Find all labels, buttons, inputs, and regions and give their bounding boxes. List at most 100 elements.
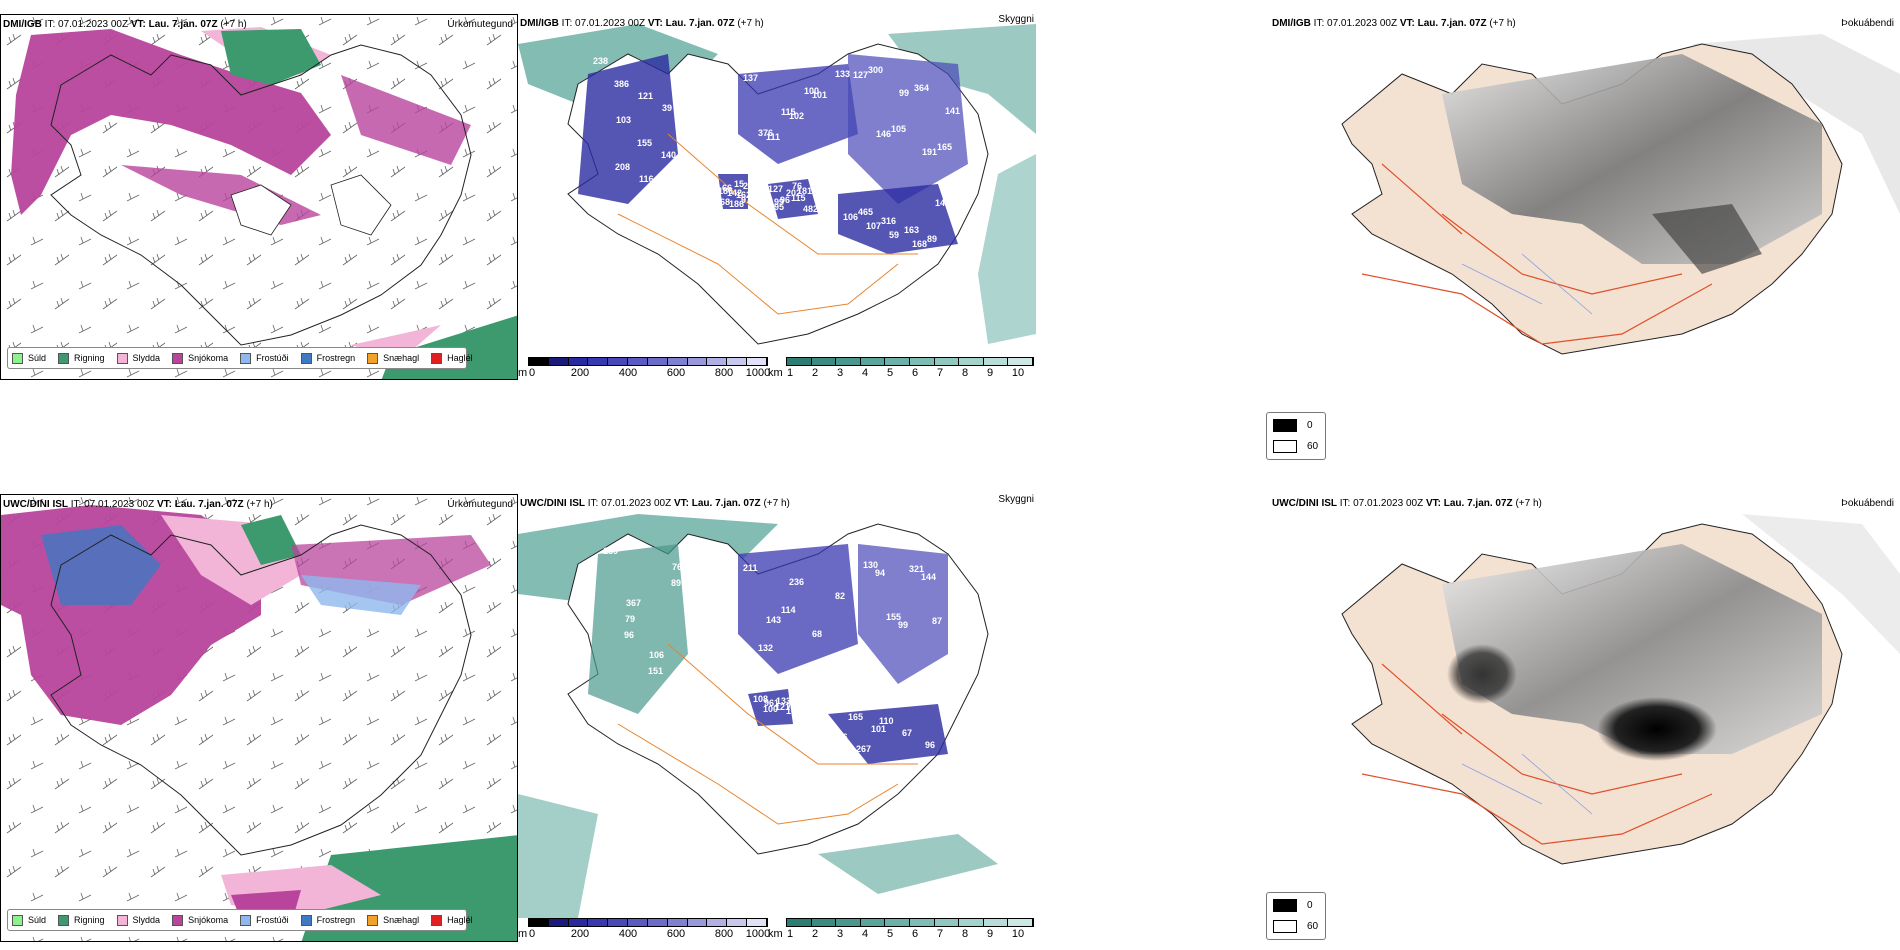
ceiling-label: 127 — [853, 70, 868, 80]
ceiling-label: 175 — [786, 706, 801, 716]
ceiling-label: 482 — [803, 204, 818, 214]
ceiling-label: 961 — [764, 698, 779, 708]
ceiling-label: 97 — [741, 195, 751, 205]
visibility-panel-top: 238 137 127 106 127 186 103 111 146 107 115 97 116 10… — [518, 14, 1036, 380]
ceiling-label: 67 — [902, 728, 912, 738]
fog-title-bottom: Þokuábendi — [1841, 498, 1894, 509]
it-value: 07.01.2023 00Z — [575, 18, 646, 29]
ceiling-colorbar-segments — [528, 357, 768, 366]
legend-swatch — [300, 914, 312, 926]
legend-item: Frostúði — [240, 914, 289, 926]
legend-label: Súld — [28, 915, 47, 925]
precip-map-top — [1, 15, 517, 379]
tick-label: 10 — [1011, 928, 1025, 940]
precip-panel-top: DMI/IGB IT: 07.01.2023 00Z VT: Lau. 7.ja… — [0, 14, 518, 380]
ceiling-label: 111 — [766, 132, 780, 142]
model-name: DMI/IGB — [3, 19, 42, 30]
it-label: IT: — [70, 499, 82, 510]
legend-item: Snæhagl — [367, 914, 419, 926]
legend-label: Rigning — [74, 353, 105, 363]
precip-header-top: DMI/IGB IT: 07.01.2023 00Z VT: Lau. 7.ja… — [3, 19, 247, 30]
vt-value: Lau. 7.jan. 07Z — [148, 19, 218, 30]
ceiling-label: 94 — [875, 568, 885, 578]
ceiling-label: 105 — [891, 124, 906, 134]
ceiling-label: 321 — [909, 564, 924, 574]
ceiling-label: 146 — [876, 129, 891, 139]
fog-panel-bottom: UWC/DINI ISL IT: 07.01.2023 00Z VT: Lau.… — [1262, 494, 1900, 914]
it-value: 07.01.2023 00Z — [1327, 18, 1398, 29]
fog-legend-bottom: 0 60 — [1266, 892, 1326, 940]
fog-legend-label: 0 — [1307, 900, 1313, 911]
legend-label: Slydda — [132, 353, 161, 363]
visibility-title-bottom: Skyggni — [998, 494, 1034, 505]
tick-label: 2 — [811, 928, 819, 940]
it-value: 07.01.2023 00Z — [1353, 498, 1424, 509]
vt-label: VT: — [156, 499, 172, 510]
ceiling-label: 102 — [789, 111, 804, 121]
ceiling-label: 100 — [804, 86, 819, 96]
ceiling-label: 141 — [945, 106, 960, 116]
legend-label: Haglél — [447, 353, 473, 363]
precip-header-bottom: UWC/DINI ISL IT: 07.01.2023 00Z VT: Lau.… — [3, 499, 273, 510]
ceiling-label: 186 — [718, 186, 733, 196]
it-label: IT: — [1339, 498, 1351, 509]
fog-swatch — [1273, 920, 1297, 933]
ceiling-unit: m — [518, 367, 528, 379]
legend-swatch — [431, 914, 443, 926]
ceiling-label: 199 — [769, 197, 784, 207]
vt-value: Lau. 7.jan. 07Z — [665, 18, 735, 29]
legend-item: Rigning — [58, 352, 105, 364]
legend-item: Snjókoma — [172, 352, 228, 364]
ceiling-label: 181 — [797, 186, 812, 196]
ceiling-label: 82 — [835, 591, 845, 601]
visibility-title-top: Skyggni — [998, 14, 1034, 25]
it-value: 07.01.2023 00Z — [58, 19, 129, 30]
visibility-colorbar-top: km 1 2 3 4 5 6 7 8 9 10 — [768, 357, 1034, 379]
ceiling-label: 367 — [626, 598, 641, 608]
it-label: IT: — [1313, 18, 1325, 29]
ceiling-unit: m — [518, 928, 528, 940]
it-label: IT: — [561, 18, 573, 29]
ceiling-label: 127 — [768, 184, 783, 194]
precip-panel-bottom: UWC/DINI ISL IT: 07.01.2023 00Z VT: Lau.… — [0, 494, 518, 942]
ceiling-label: 465 — [858, 207, 873, 217]
legend-item: Frostregn — [300, 352, 355, 364]
precip-legend-top: Súld Rigning Slydda Snjókoma Frostúði Fr… — [7, 347, 473, 369]
ceiling-label: 103 — [616, 115, 631, 125]
ceiling-label: 106 — [649, 650, 664, 660]
lead-time: (+7 h) — [246, 499, 273, 510]
ceiling-label: 167 — [827, 145, 842, 155]
ceiling-label: 316 — [881, 216, 896, 226]
ceiling-label: 76 — [792, 181, 802, 191]
ceiling-label: 96 — [925, 740, 935, 750]
ceiling-label: 110 — [879, 716, 894, 726]
ceiling-label: 386 — [614, 79, 629, 89]
tick-label: 5 — [886, 367, 894, 379]
ceiling-label: 106 — [843, 212, 858, 222]
fog-swatch — [1273, 440, 1297, 453]
tick-label: 200 — [570, 367, 590, 379]
legend-swatch — [172, 352, 184, 364]
ceiling-label: 364 — [914, 83, 929, 93]
ceiling-label: 300 — [868, 65, 883, 75]
ceiling-label: 101 — [871, 724, 886, 734]
ceiling-label: 168 — [912, 239, 927, 249]
tick-label: 400 — [618, 367, 638, 379]
fog-title-top: Þokuábendi — [1841, 18, 1894, 29]
fog-header-bottom: UWC/DINI ISL IT: 07.01.2023 00Z VT: Lau.… — [1272, 498, 1542, 509]
tick-label: 200 — [570, 928, 590, 940]
tick-label: 8 — [961, 367, 969, 379]
ceiling-label: 116 — [833, 732, 848, 742]
ceiling-label: 77 — [787, 700, 797, 710]
visibility-header-bottom: UWC/DINI ISL IT: 07.01.2023 00Z VT: Lau.… — [520, 498, 790, 509]
legend-label: Slydda — [132, 915, 161, 925]
precip-map-bottom — [1, 495, 517, 941]
visibility-panel-bottom: 189 211 130 116 108 367 143 155 267 133 106 236 321 1… — [518, 494, 1036, 946]
tick-label: 4 — [861, 928, 869, 940]
legend-label: Rigning — [74, 915, 105, 925]
legend-item: Slydda — [116, 914, 161, 926]
ceiling-label: 76 — [672, 562, 682, 572]
visibility-unit: km — [768, 928, 783, 940]
lead-time: (+7 h) — [1515, 498, 1542, 509]
